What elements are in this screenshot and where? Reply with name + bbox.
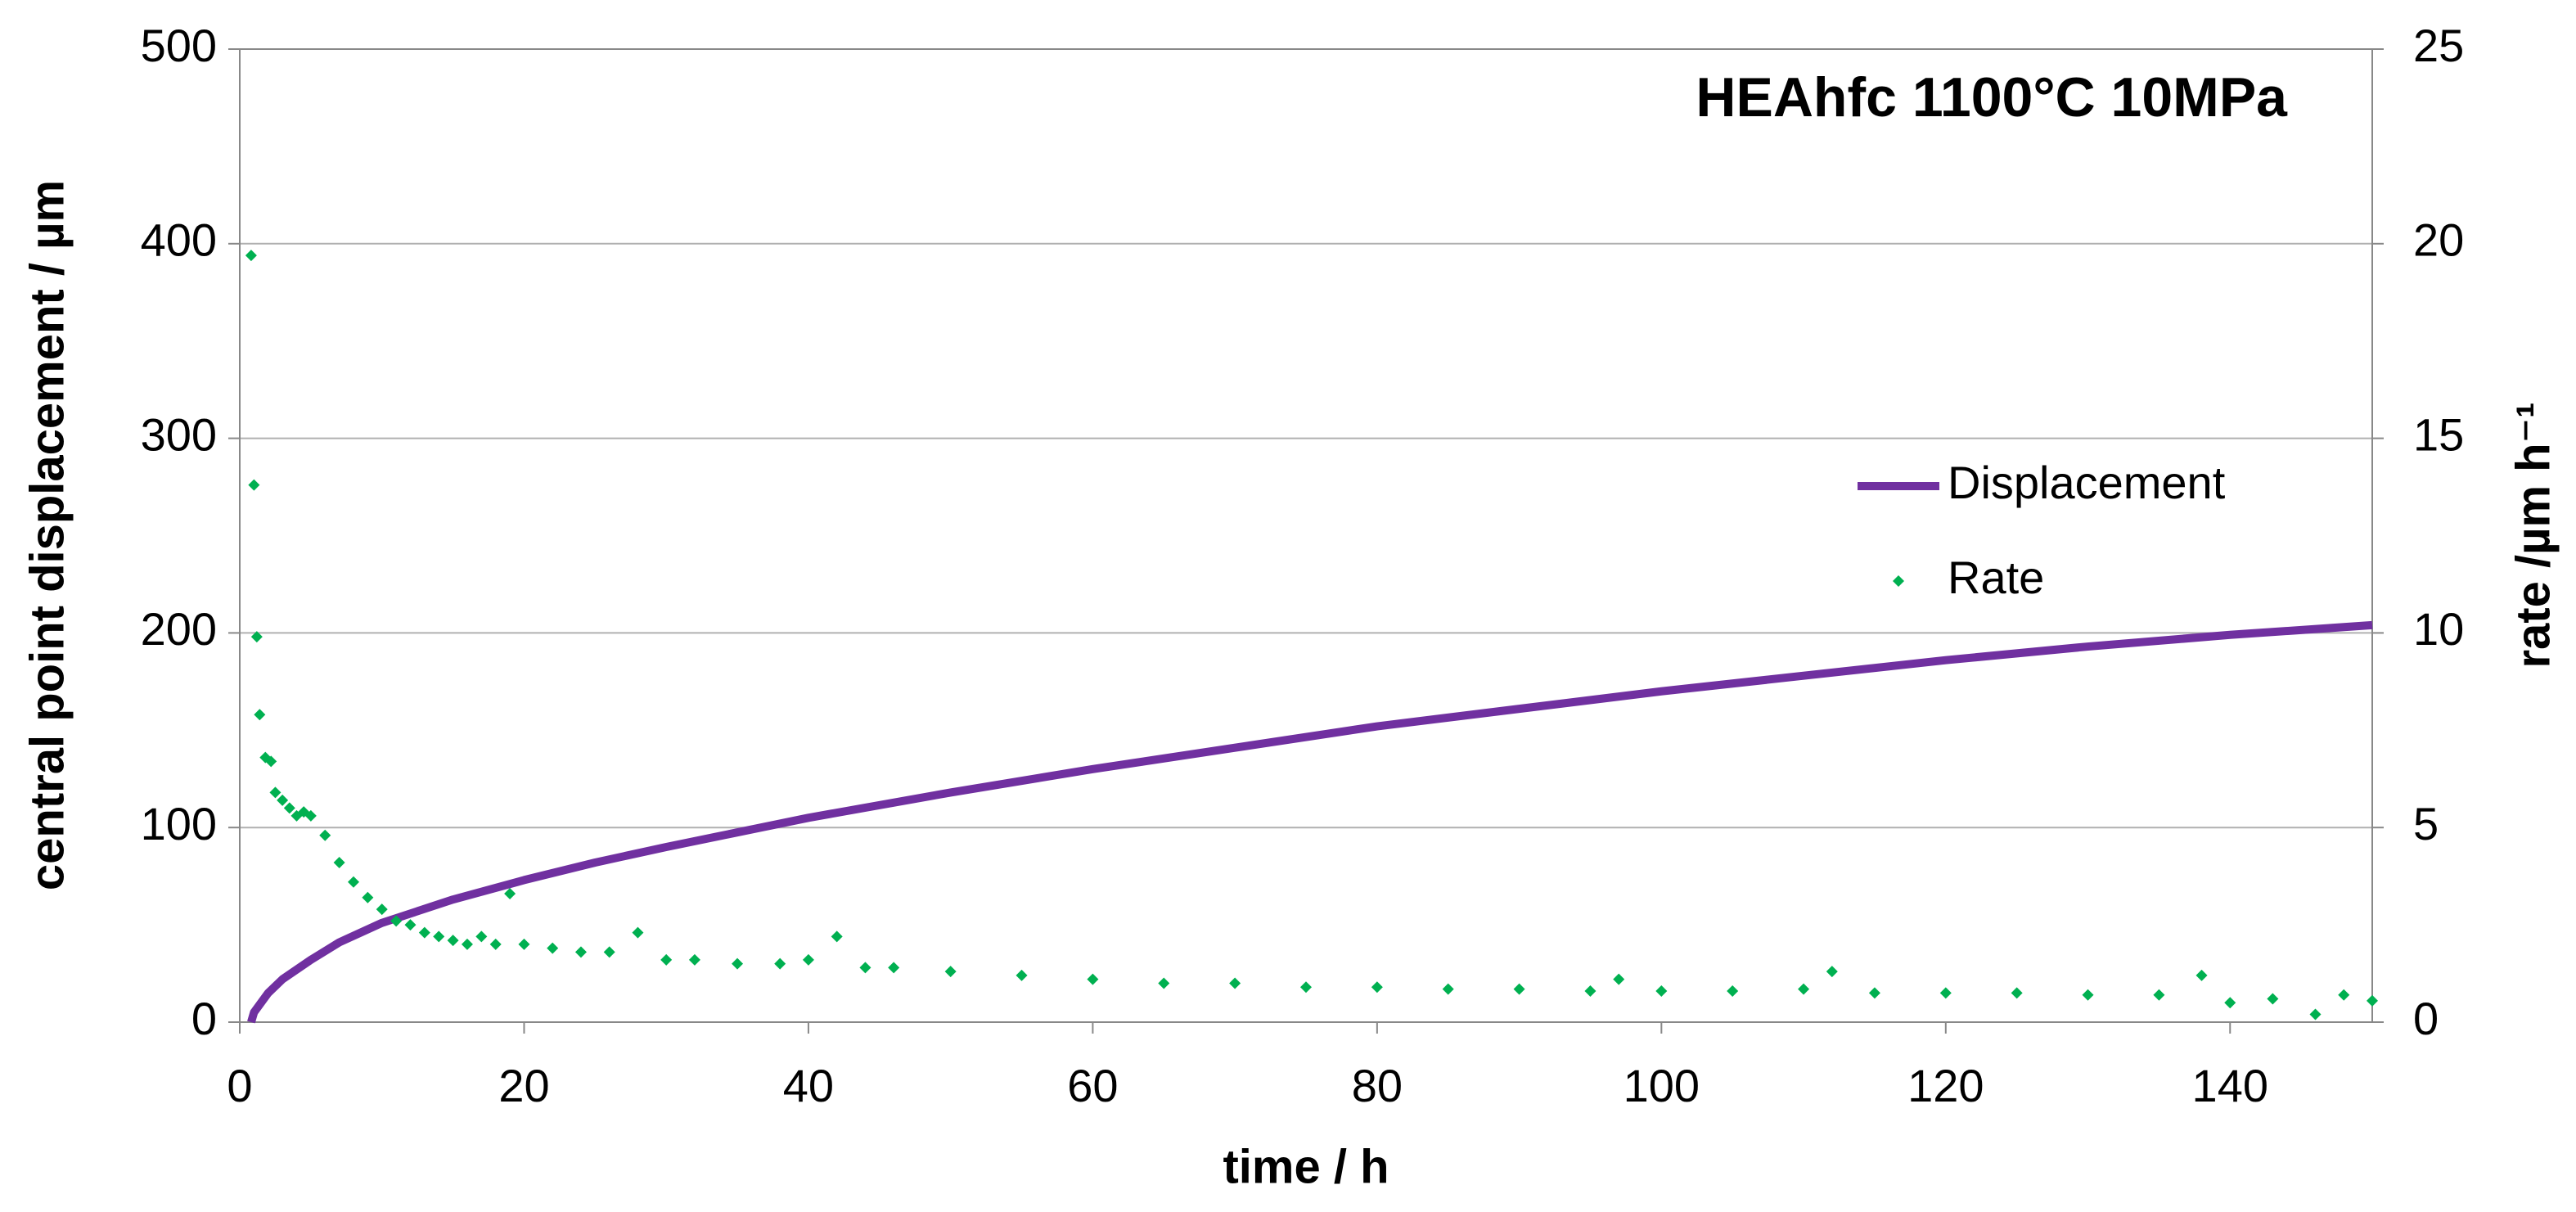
y-axis-label: central point displacement / µm — [20, 180, 74, 890]
legend-marker — [1893, 575, 1904, 587]
y2-tick-label: 10 — [2413, 603, 2464, 655]
rate-point — [347, 876, 359, 888]
rate-point — [1158, 977, 1170, 989]
rate-point — [859, 962, 871, 974]
rate-point — [245, 250, 257, 262]
plot-frame — [239, 48, 2373, 1023]
y-tick-label: 300 — [141, 408, 217, 460]
rate-point — [489, 938, 502, 950]
rate-point — [376, 903, 388, 916]
rate-point — [504, 888, 516, 900]
rate-point — [603, 946, 615, 958]
rate-point — [248, 479, 260, 491]
rate-point — [1087, 973, 1099, 985]
rate-point — [2224, 997, 2236, 1009]
x-tick-label: 80 — [1352, 1060, 1403, 1111]
rate-point — [254, 709, 266, 721]
y2-tick-label: 15 — [2413, 408, 2464, 460]
rate-point — [2367, 994, 2378, 1007]
rate-point — [269, 786, 281, 799]
displacement-line — [247, 620, 2373, 1024]
legend-label: Rate — [1948, 552, 2044, 603]
rate-point — [802, 953, 814, 966]
rate-point — [2267, 993, 2279, 1005]
rate-point — [2309, 1008, 2322, 1021]
x-tick-label: 40 — [783, 1060, 834, 1111]
rate-point — [333, 857, 345, 869]
rate-point — [632, 926, 644, 939]
y2-tick-label: 5 — [2413, 798, 2439, 849]
rate-point — [1584, 984, 1596, 997]
rate-point — [732, 957, 744, 970]
rate-point — [475, 930, 488, 943]
x-axis-label: time / h — [1223, 1140, 1389, 1193]
rate-point — [362, 891, 374, 903]
y-tick-label: 0 — [191, 993, 217, 1044]
rate-point — [1939, 987, 1952, 999]
rate-point — [660, 953, 673, 966]
rate-point — [304, 809, 317, 822]
rate-point — [390, 915, 403, 927]
y-tick-label: 200 — [141, 603, 217, 655]
rate-point — [1513, 983, 1525, 995]
rate-point — [688, 953, 700, 966]
x-tick-label: 20 — [498, 1060, 549, 1111]
rate-point — [774, 957, 786, 970]
rate-point — [518, 938, 530, 950]
rate-point — [265, 755, 277, 768]
rate-point — [1868, 987, 1880, 999]
rate-point — [1300, 981, 1312, 993]
rate-point — [1371, 981, 1383, 993]
rate-point — [418, 926, 430, 939]
y2-tick-label: 25 — [2413, 20, 2464, 71]
y-tick-label: 500 — [141, 20, 217, 71]
rate-point — [250, 631, 263, 643]
x-tick-label: 60 — [1067, 1060, 1118, 1111]
rate-point — [319, 829, 331, 841]
rate-point — [461, 938, 473, 950]
rate-point — [447, 935, 459, 947]
rate-point — [2195, 969, 2208, 981]
rate-point — [1826, 966, 1838, 978]
rate-point — [2153, 989, 2165, 1001]
x-tick-label: 120 — [1907, 1060, 1984, 1111]
rate-point — [1727, 984, 1739, 997]
rate-point — [1655, 984, 1668, 997]
rate-point — [831, 930, 843, 943]
rate-point — [404, 919, 417, 931]
rate-point — [1016, 969, 1028, 981]
y2-axis-label: rate /µm h⁻¹ — [2506, 402, 2560, 668]
y-tick-label: 100 — [141, 798, 217, 849]
rate-point — [2338, 989, 2350, 1001]
rate-point — [1798, 983, 1810, 995]
x-tick-label: 140 — [2192, 1060, 2268, 1111]
rate-point — [1613, 973, 1625, 985]
legend-label: Displacement — [1948, 457, 2226, 508]
rate-point — [1229, 977, 1241, 989]
y2-tick-label: 20 — [2413, 214, 2464, 266]
rate-point — [574, 946, 587, 958]
rate-point — [277, 794, 289, 806]
rate-point — [2011, 987, 2023, 999]
rate-point — [433, 930, 445, 943]
rate-point — [2082, 989, 2094, 1001]
rate-point — [888, 962, 900, 974]
x-tick-label: 100 — [1624, 1060, 1700, 1111]
y2-tick-label: 0 — [2413, 993, 2439, 1044]
chart-title: HEAhfc 1100°C 10MPa — [1696, 66, 2288, 128]
x-tick-label: 0 — [227, 1060, 252, 1111]
rate-point — [283, 802, 295, 814]
y-tick-label: 400 — [141, 214, 217, 266]
rate-point — [944, 966, 957, 978]
rate-point — [1442, 983, 1454, 995]
rate-point — [547, 942, 559, 954]
